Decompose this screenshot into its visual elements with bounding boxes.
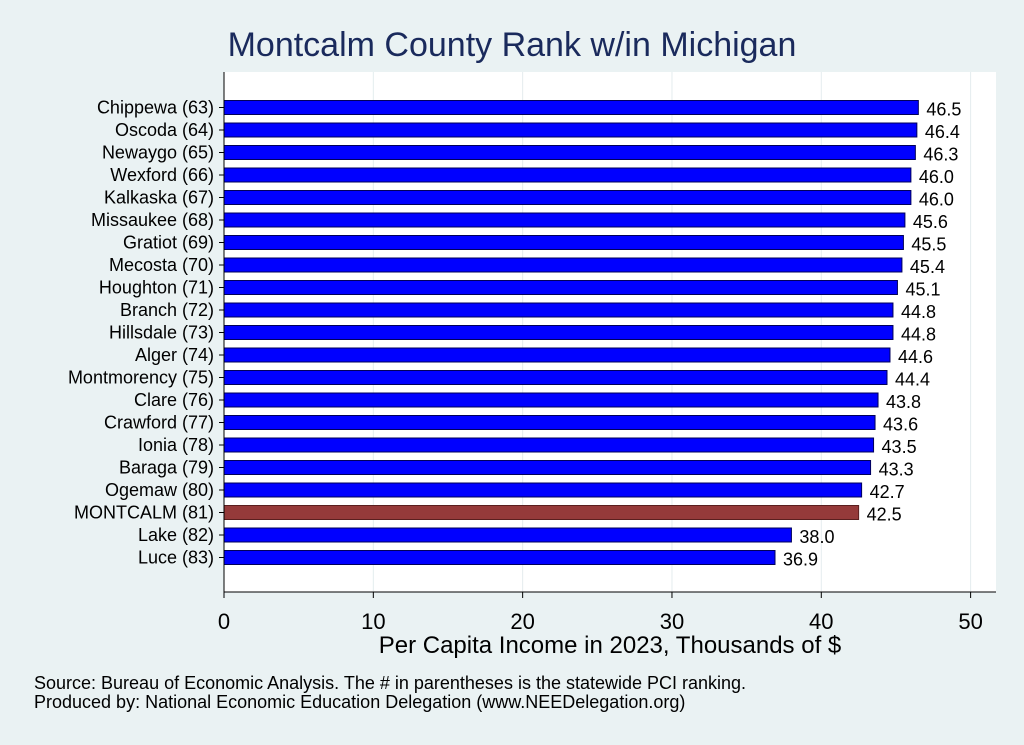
bar-value-label: 43.5: [882, 437, 917, 457]
bar: [223, 235, 904, 250]
bar-value-label: 42.5: [867, 505, 902, 525]
bar-category-label: Luce (83): [138, 548, 214, 568]
bar-value-label: 43.3: [879, 460, 914, 480]
bar-value-label: 36.9: [783, 550, 818, 570]
bar-category-label: Clare (76): [134, 390, 214, 410]
bar-category-label: Houghton (71): [99, 278, 214, 298]
bar-category-label: Alger (74): [135, 345, 214, 365]
bar: [223, 122, 918, 138]
bar: [223, 415, 876, 430]
bar-value-label: 45.4: [910, 257, 945, 277]
bar-category-label: Hillsdale (73): [109, 323, 214, 343]
bar-value-label: 45.6: [913, 212, 948, 232]
bar: [223, 257, 903, 273]
bar: [223, 527, 792, 543]
bar-value-label: 46.0: [919, 167, 954, 187]
bar-category-label: Wexford (66): [110, 165, 214, 185]
bar-category-label: Chippewa (63): [97, 98, 214, 118]
bar-value-label: 42.7: [870, 482, 905, 502]
x-tick-label: 50: [958, 609, 982, 634]
x-tick-label: 0: [218, 609, 230, 634]
bar-category-label: Branch (72): [120, 300, 214, 320]
bar-value-label: 43.8: [886, 392, 921, 412]
bar-value-label: 44.8: [901, 302, 936, 322]
x-axis-label: Per Capita Income in 2023, Thousands of …: [378, 632, 842, 659]
bar: [223, 370, 888, 385]
x-tick-label: 40: [809, 609, 833, 634]
bar: [223, 280, 898, 295]
source-note: Source: Bureau of Economic Analysis. The…: [34, 673, 747, 693]
bar-category-label: Baraga (79): [119, 458, 214, 478]
bar-value-label: 46.4: [925, 122, 960, 142]
bar: [223, 302, 894, 318]
bar: [223, 145, 916, 160]
bar-category-label: Lake (82): [138, 525, 214, 545]
bar: [223, 460, 872, 475]
bar-category-label: Kalkaska (67): [104, 188, 214, 208]
chart-title: Montcalm County Rank w/in Michigan: [227, 26, 797, 64]
bar-value-label: 43.6: [883, 415, 918, 435]
bar: [223, 190, 912, 205]
bar-category-label: Newaygo (65): [102, 143, 214, 163]
bar-highlight: [223, 505, 860, 520]
bar-value-label: 38.0: [799, 527, 834, 547]
bar-category-label: Ionia (78): [138, 435, 214, 455]
bar-value-label: 44.4: [895, 370, 930, 390]
bar-category-label: Ogemaw (80): [105, 480, 214, 500]
bar-category-label: Mecosta (70): [109, 255, 214, 275]
bar: [223, 437, 875, 453]
bar: [223, 167, 912, 183]
bar-value-label: 46.5: [926, 100, 961, 120]
bar-value-label: 45.5: [911, 235, 946, 255]
bar: [223, 100, 919, 115]
bar-category-label: Oscoda (64): [115, 120, 214, 140]
bar-value-label: 44.8: [901, 325, 936, 345]
bar-value-label: 44.6: [898, 347, 933, 367]
x-tick-label: 20: [510, 609, 534, 634]
bar-value-label: 46.3: [923, 145, 958, 165]
bar-category-label: Crawford (77): [104, 413, 214, 433]
bar: [223, 347, 891, 363]
bar-category-label: MONTCALM (81): [74, 503, 214, 523]
bar-category-label: Missaukee (68): [91, 210, 214, 230]
bar: [223, 392, 879, 408]
x-tick-label: 10: [361, 609, 385, 634]
bar: [223, 550, 776, 565]
bar: [223, 325, 894, 340]
produced-by-note: Produced by: National Economic Education…: [34, 692, 686, 712]
bar-category-label: Montmorency (75): [68, 368, 214, 388]
bar-category-label: Gratiot (69): [123, 233, 214, 253]
bar: [223, 212, 906, 228]
x-tick-label: 30: [660, 609, 684, 634]
bar-value-label: 46.0: [919, 190, 954, 210]
bar: [223, 482, 863, 498]
bar-value-label: 45.1: [905, 280, 940, 300]
